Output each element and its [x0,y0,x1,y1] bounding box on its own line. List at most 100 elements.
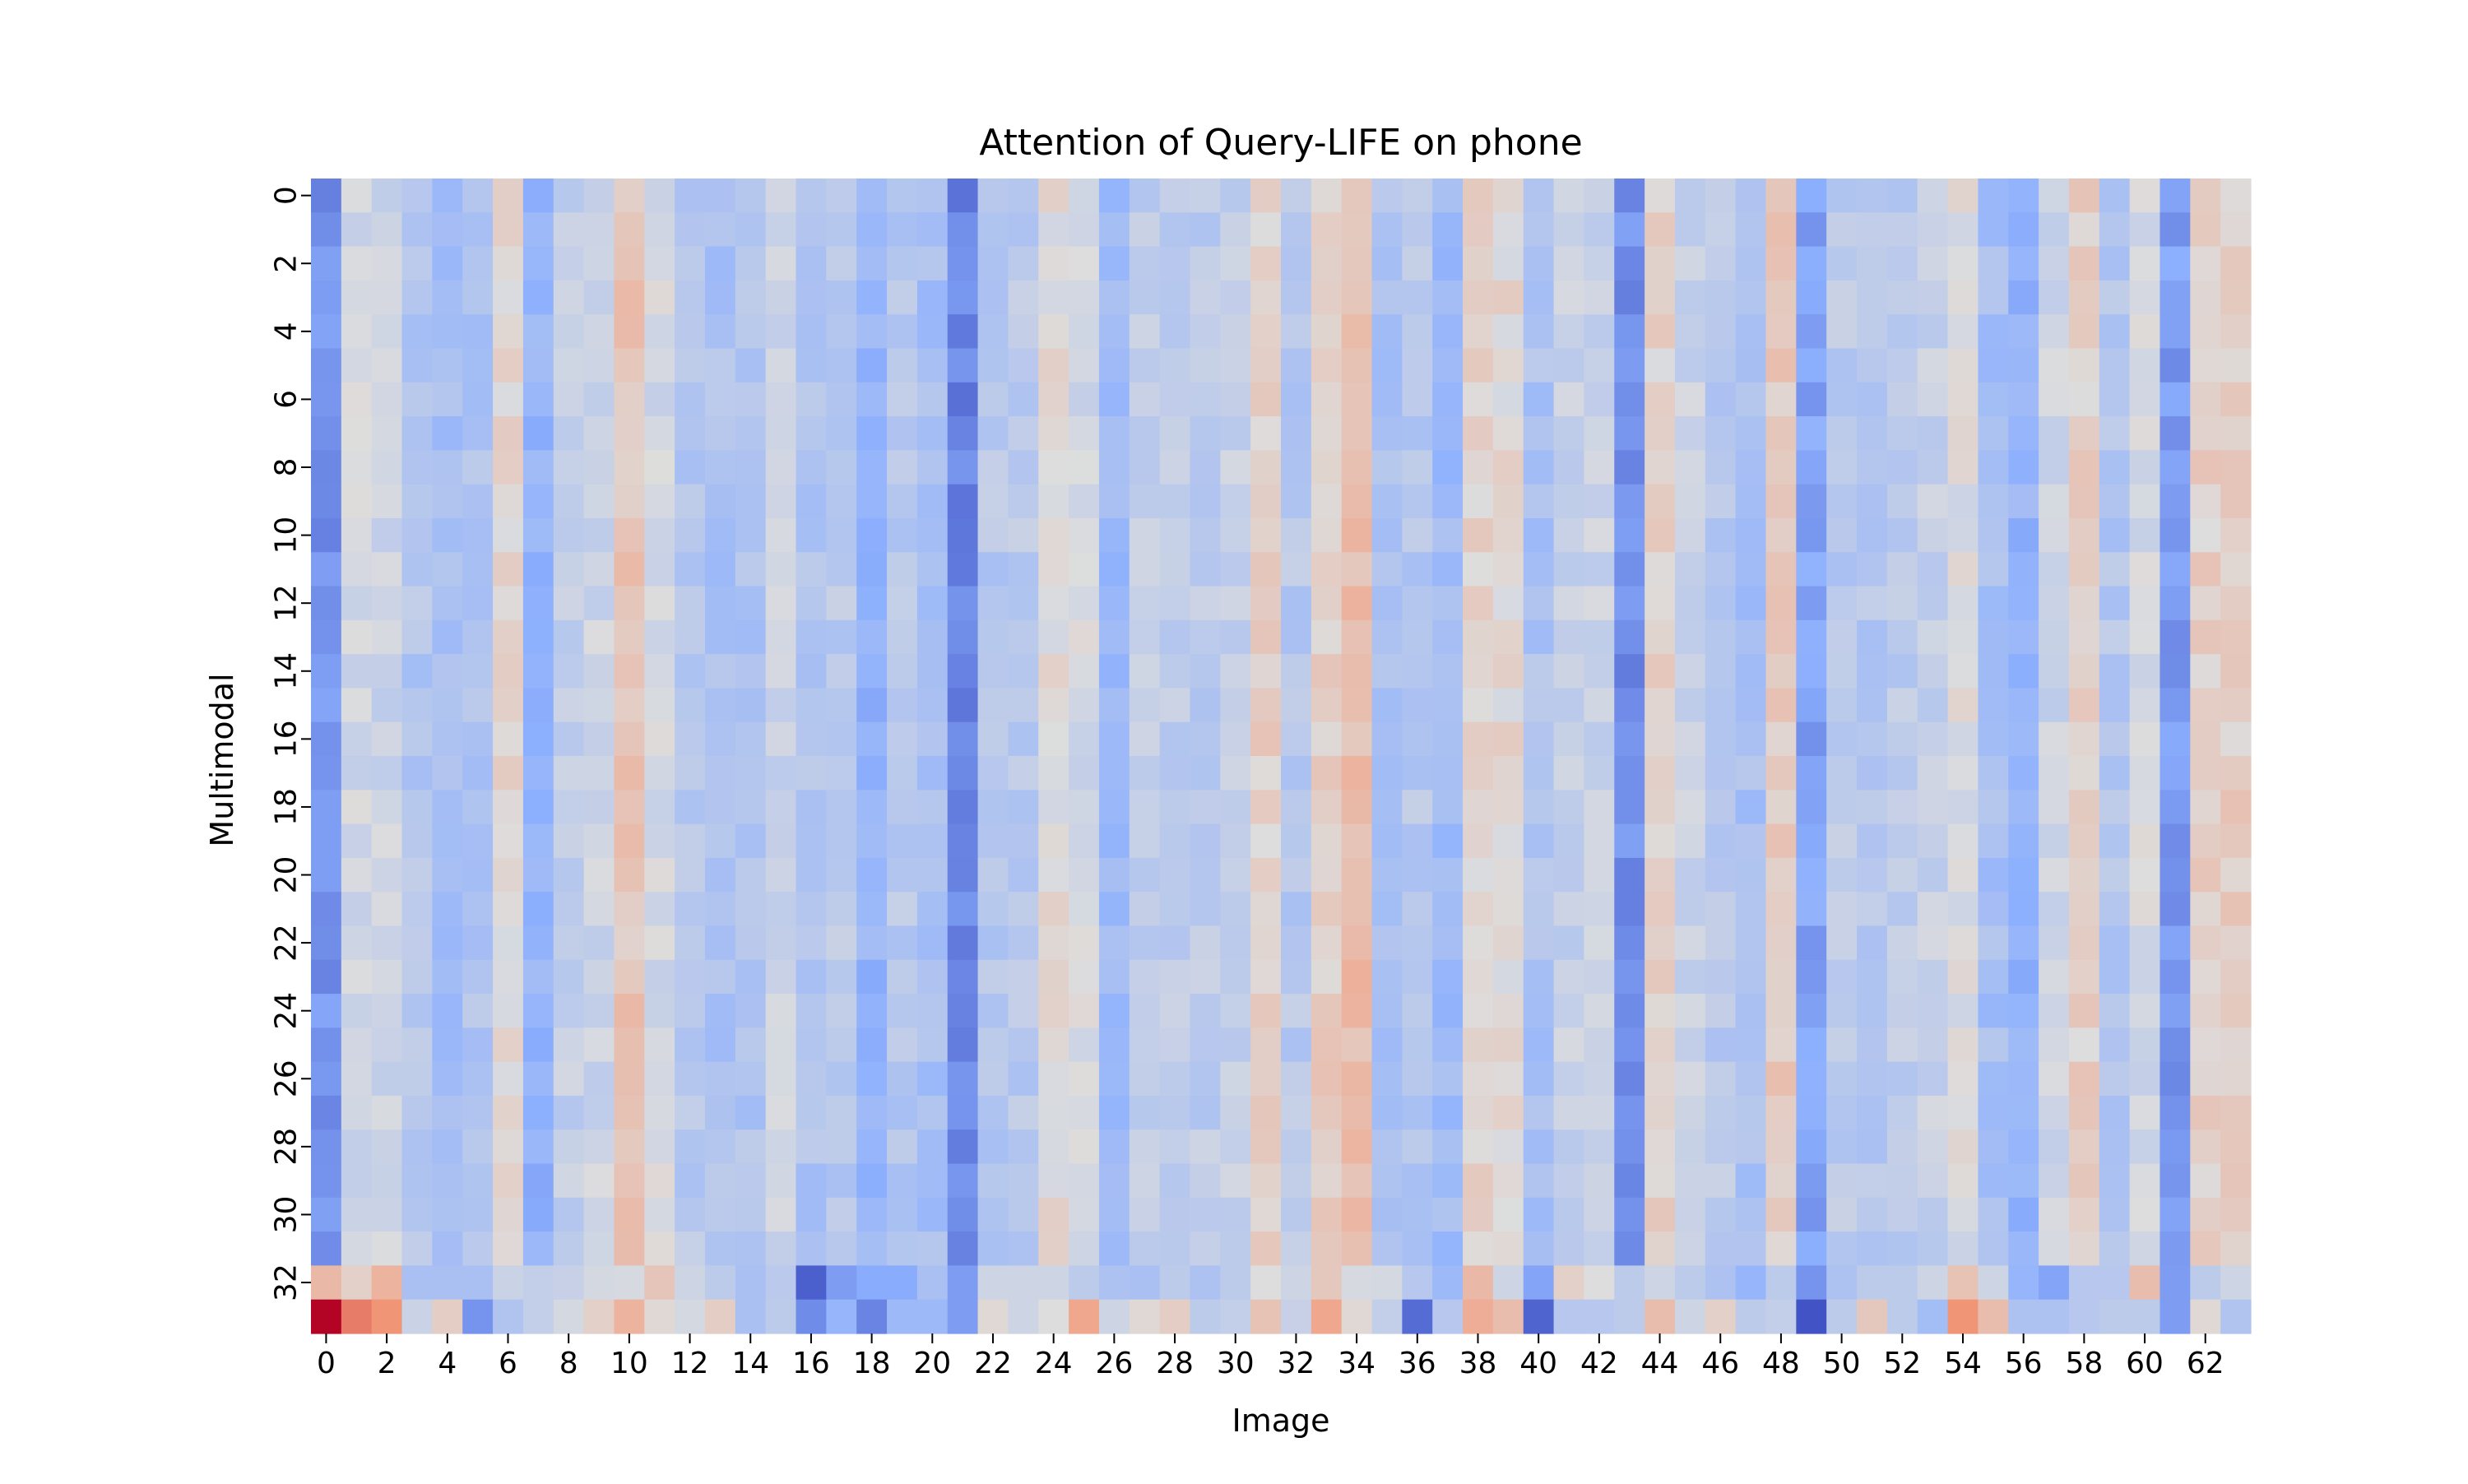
heatmap-cell-r25-c7 [522,1027,554,1063]
heatmap-cell-r16-c59 [2099,721,2131,757]
heatmap-cell-r12-c19 [887,586,918,621]
heatmap-cell-r33-c40 [1523,1299,1555,1334]
heatmap-cell-r8-c9 [583,450,615,485]
heatmap-cell-r16-c20 [916,721,949,757]
heatmap-cell-r4-c15 [765,314,797,350]
heatmap-cell-r6-c39 [1492,382,1524,417]
heatmap-cell-r25-c4 [432,1027,463,1063]
heatmap-cell-r27-c2 [371,1095,403,1130]
heatmap-cell-r8-c14 [735,450,767,485]
heatmap-cell-r12-c0 [311,586,342,621]
heatmap-cell-r21-c26 [1098,892,1130,927]
heatmap-cell-r13-c46 [1705,619,1737,655]
heatmap-cell-r31-c54 [1947,1231,1979,1267]
heatmap-cell-r15-c46 [1705,688,1737,723]
heatmap-cell-r15-c17 [826,688,857,723]
heatmap-cell-r26-c59 [2099,1061,2131,1097]
heatmap-cell-r26-c41 [1553,1061,1585,1097]
heatmap-cell-r28-c20 [916,1129,949,1165]
heatmap-cell-r25-c29 [1190,1027,1221,1063]
heatmap-cell-r5-c23 [1008,348,1039,383]
heatmap-cell-r20-c9 [583,857,615,893]
heatmap-cell-r9-c1 [341,484,373,519]
heatmap-cell-r15-c0 [311,688,342,723]
heatmap-cell-r33-c9 [583,1299,615,1334]
heatmap-cell-r12-c59 [2099,586,2131,621]
heatmap-cell-r14-c0 [311,654,342,689]
heatmap-cell-r25-c24 [1038,1027,1069,1063]
heatmap-cell-r0-c18 [856,179,888,213]
heatmap-cell-r7-c33 [1311,416,1343,451]
heatmap-cell-r18-c35 [1371,790,1403,825]
heatmap-cell-r13-c15 [765,619,797,655]
heatmap-cell-r8-c32 [1281,450,1312,485]
heatmap-cell-r18-c22 [977,790,1009,825]
heatmap-cell-r17-c1 [341,756,373,791]
heatmap-cell-r3-c51 [1857,280,1888,315]
heatmap-cell-r22-c53 [1917,925,1949,961]
heatmap-cell-r29-c17 [826,1163,857,1199]
heatmap-cell-r26-c48 [1765,1061,1797,1097]
heatmap-cell-r11-c54 [1947,552,1979,587]
heatmap-cell-r2-c52 [1886,246,1918,281]
heatmap-cell-r6-c50 [1826,382,1858,417]
heatmap-cell-r4-c49 [1796,314,1827,350]
heatmap-cell-r33-c20 [916,1299,949,1334]
heatmap-cell-r1-c16 [796,212,827,248]
heatmap-cell-r2-c3 [401,246,433,281]
heatmap-cell-r18-c23 [1008,790,1039,825]
heatmap-cell-r4-c11 [644,314,675,350]
heatmap-cell-r27-c48 [1765,1095,1797,1130]
heatmap-cell-r20-c27 [1129,857,1161,893]
heatmap-cell-r10-c48 [1765,517,1797,553]
heatmap-cell-r17-c60 [2129,756,2161,791]
heatmap-cell-r9-c3 [401,484,433,519]
heatmap-cell-r23-c40 [1523,959,1555,995]
heatmap-cell-r1-c14 [735,212,767,248]
heatmap-cell-r3-c14 [735,280,767,315]
heatmap-cell-r4-c8 [553,314,585,350]
heatmap-cell-r23-c18 [856,959,888,995]
heatmap-cell-r5-c17 [826,348,857,383]
heatmap-cell-r27-c0 [311,1095,342,1130]
heatmap-cell-r4-c2 [371,314,403,350]
heatmap-cell-r25-c20 [916,1027,949,1063]
heatmap-cell-r28-c63 [2220,1129,2252,1165]
heatmap-cell-r2-c40 [1523,246,1555,281]
heatmap-cell-r11-c60 [2129,552,2161,587]
heatmap-cell-r12-c44 [1645,586,1676,621]
heatmap-cell-r14-c17 [826,654,857,689]
heatmap-cell-r32-c62 [2190,1265,2221,1301]
heatmap-cell-r16-c44 [1645,721,1676,757]
heatmap-cell-r25-c55 [1978,1027,2009,1063]
heatmap-cell-r13-c44 [1645,619,1676,655]
heatmap-cell-r21-c40 [1523,892,1555,927]
heatmap-cell-r19-c34 [1341,823,1373,859]
heatmap-cell-r11-c53 [1917,552,1949,587]
heatmap-cell-r14-c5 [462,654,494,689]
heatmap-cell-r7-c53 [1917,416,1949,451]
heatmap-cell-r1-c60 [2129,212,2161,248]
heatmap-cell-r19-c60 [2129,823,2161,859]
heatmap-cell-r18-c42 [1584,790,1615,825]
heatmap-cell-r18-c29 [1190,790,1221,825]
heatmap-cell-r17-c53 [1917,756,1949,791]
heatmap-cell-r33-c41 [1553,1299,1585,1334]
heatmap-cell-r4-c33 [1311,314,1343,350]
heatmap-cell-r8-c41 [1553,450,1585,485]
heatmap-cell-r4-c42 [1584,314,1615,350]
heatmap-cell-r23-c58 [2068,959,2100,995]
heatmap-cell-r22-c63 [2220,925,2252,961]
heatmap-cell-r24-c49 [1796,994,1827,1028]
heatmap-cell-r33-c26 [1098,1299,1130,1334]
heatmap-cell-r31-c32 [1281,1231,1312,1267]
x-tick-label: 0 [317,1347,336,1380]
heatmap-cell-r5-c58 [2068,348,2100,383]
heatmap-cell-r16-c0 [311,721,342,757]
heatmap-cell-r17-c59 [2099,756,2131,791]
heatmap-cell-r14-c8 [553,654,585,689]
heatmap-cell-r16-c63 [2220,721,2252,757]
heatmap-cell-r23-c11 [644,959,675,995]
heatmap-cell-r33-c45 [1674,1299,1706,1334]
heatmap-cell-r0-c43 [1614,179,1645,213]
